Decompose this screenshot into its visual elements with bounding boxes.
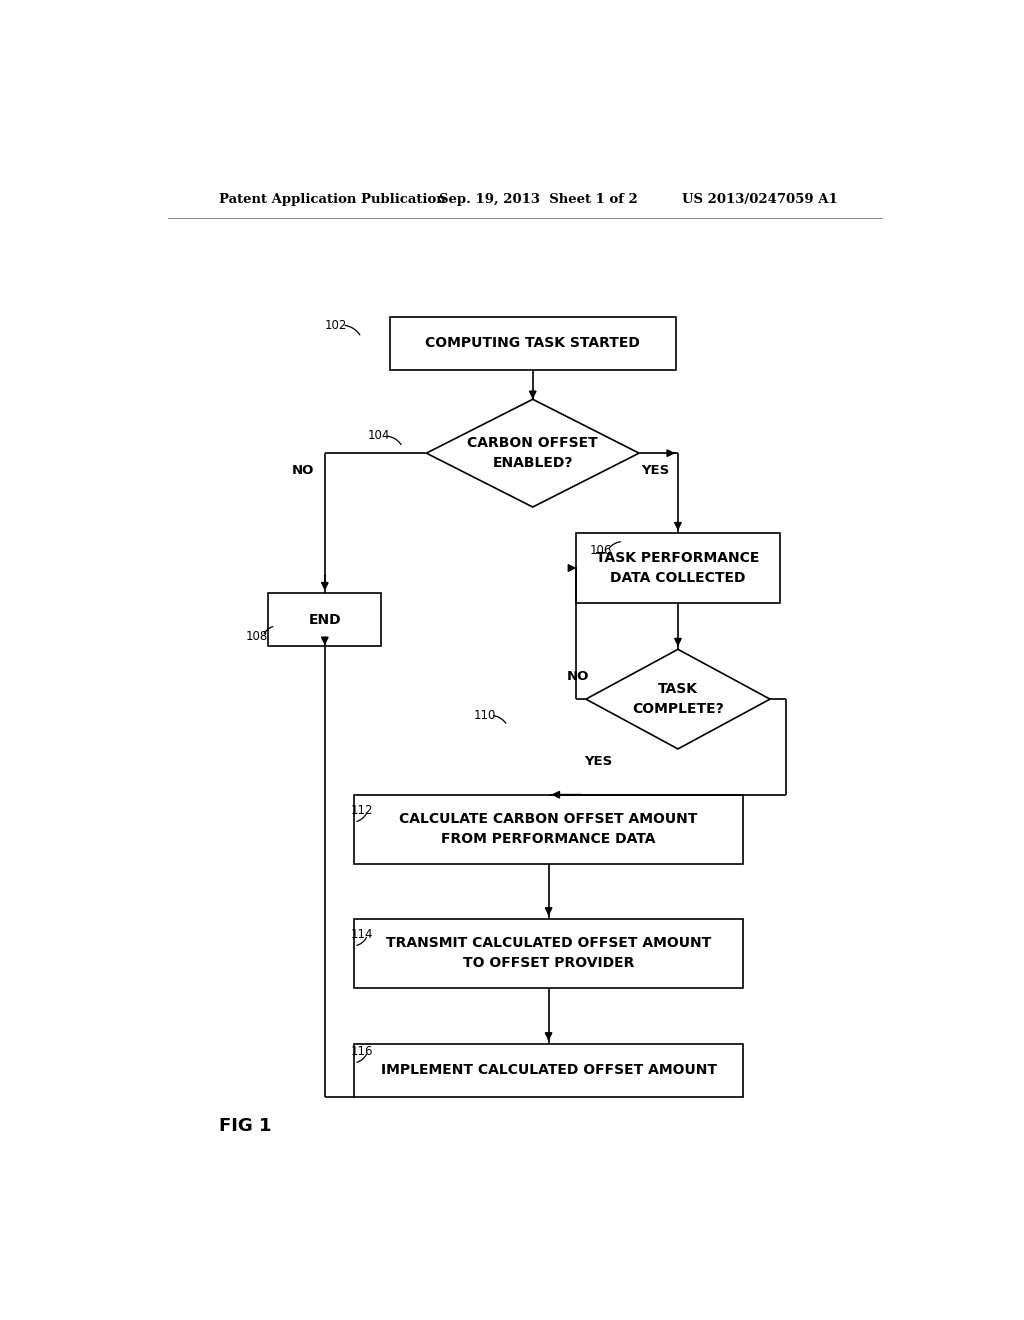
Text: TASK PERFORMANCE
DATA COLLECTED: TASK PERFORMANCE DATA COLLECTED [596, 552, 760, 585]
Text: CALCULATE CARBON OFFSET AMOUNT
FROM PERFORMANCE DATA: CALCULATE CARBON OFFSET AMOUNT FROM PERF… [399, 813, 697, 846]
FancyArrowPatch shape [529, 391, 536, 399]
Text: Patent Application Publication: Patent Application Publication [219, 193, 446, 206]
Text: IMPLEMENT CALCULATED OFFSET AMOUNT: IMPLEMENT CALCULATED OFFSET AMOUNT [381, 1063, 717, 1077]
FancyArrowPatch shape [388, 436, 401, 445]
Bar [268, 594, 381, 647]
Bar [390, 317, 676, 370]
Text: 112: 112 [350, 804, 373, 817]
FancyArrowPatch shape [357, 813, 367, 821]
FancyArrowPatch shape [553, 792, 582, 797]
FancyArrowPatch shape [345, 326, 359, 335]
Bar [575, 533, 780, 602]
FancyArrowPatch shape [494, 715, 506, 723]
Text: 106: 106 [590, 544, 612, 557]
Text: CARBON OFFSET
ENABLED?: CARBON OFFSET ENABLED? [467, 437, 598, 470]
Bar [354, 1044, 743, 1097]
FancyArrowPatch shape [322, 576, 328, 589]
Text: 108: 108 [246, 630, 267, 643]
Text: COMPUTING TASK STARTED: COMPUTING TASK STARTED [425, 337, 640, 350]
FancyArrowPatch shape [568, 565, 575, 572]
FancyArrowPatch shape [668, 450, 675, 457]
Text: 110: 110 [473, 709, 496, 722]
FancyArrowPatch shape [357, 1055, 367, 1063]
Bar [354, 795, 743, 863]
Bar [354, 919, 743, 987]
Text: NO: NO [567, 671, 589, 684]
Text: 114: 114 [350, 928, 373, 941]
FancyArrowPatch shape [546, 1034, 552, 1039]
Text: US 2013/0247059 A1: US 2013/0247059 A1 [682, 193, 838, 206]
FancyArrowPatch shape [264, 627, 273, 634]
Text: NO: NO [292, 463, 314, 477]
FancyArrowPatch shape [357, 937, 367, 945]
FancyArrowPatch shape [675, 523, 681, 529]
Text: 102: 102 [325, 318, 347, 331]
Polygon shape [426, 399, 639, 507]
Polygon shape [586, 649, 770, 748]
Text: YES: YES [585, 755, 612, 768]
Text: TRANSMIT CALCULATED OFFSET AMOUNT
TO OFFSET PROVIDER: TRANSMIT CALCULATED OFFSET AMOUNT TO OFF… [386, 936, 712, 970]
FancyArrowPatch shape [322, 638, 328, 644]
Text: Sep. 19, 2013  Sheet 1 of 2: Sep. 19, 2013 Sheet 1 of 2 [439, 193, 638, 206]
Text: 116: 116 [350, 1045, 373, 1059]
FancyArrowPatch shape [609, 541, 621, 548]
Text: TASK
COMPLETE?: TASK COMPLETE? [632, 682, 724, 715]
Text: 104: 104 [368, 429, 390, 442]
FancyArrowPatch shape [546, 908, 552, 915]
FancyArrowPatch shape [675, 639, 681, 645]
Text: YES: YES [641, 463, 670, 477]
Text: END: END [308, 612, 341, 627]
Text: FIG 1: FIG 1 [219, 1117, 271, 1135]
